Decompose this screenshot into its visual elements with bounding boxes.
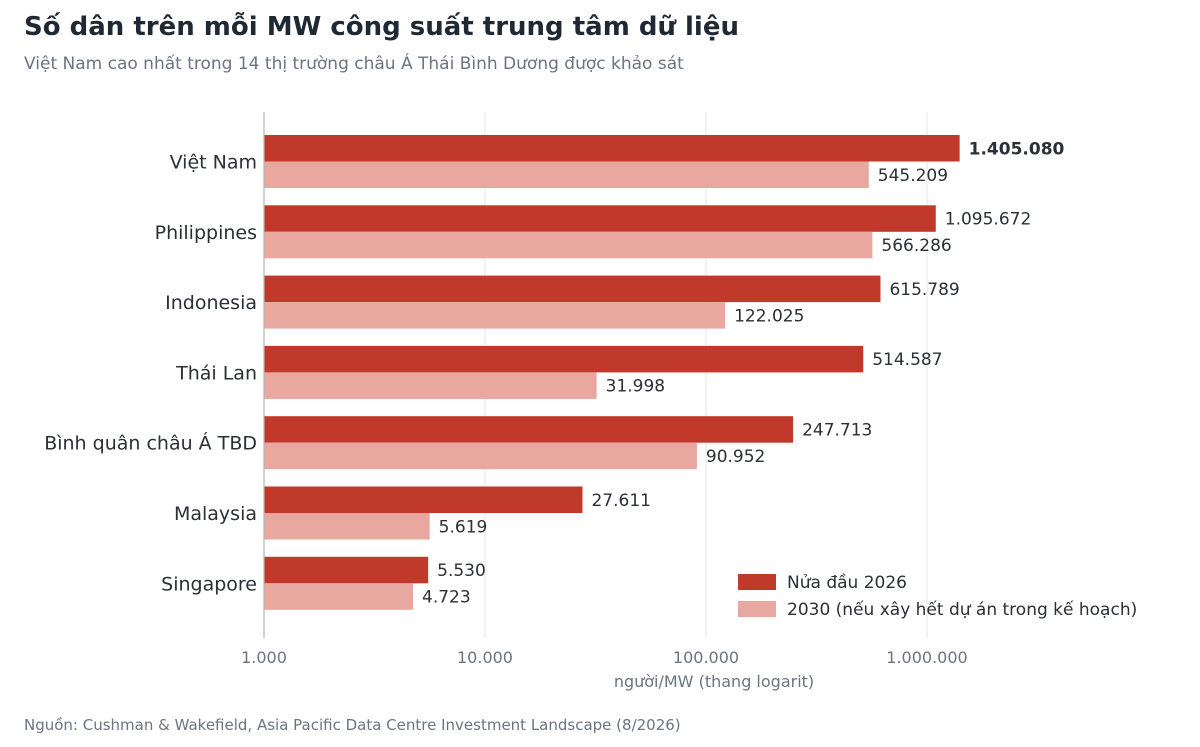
category-label: Singapore — [161, 573, 257, 595]
bar-2026 — [264, 486, 583, 513]
category-label: Việt Nam — [170, 152, 257, 174]
source-note: Nguồn: Cushman & Wakefield, Asia Pacific… — [24, 716, 681, 734]
chart-title: Số dân trên mỗi MW công suất trung tâm d… — [24, 12, 739, 42]
x-axis: 1.000 10.000 100.000 1.000.000 người/MW (tha… — [241, 112, 968, 691]
value-label: 31.998 — [606, 377, 665, 397]
x-tick-label: 100.000 — [673, 648, 739, 667]
bar-2030 — [264, 513, 430, 540]
legend-label: 2030 (nếu xây hết dự án trong kế hoạch) — [787, 599, 1137, 620]
value-label: 514.587 — [872, 350, 942, 370]
bar-2030 — [264, 161, 869, 188]
bar-2030 — [264, 442, 697, 470]
bar-2026 — [264, 135, 960, 162]
x-axis-label: người/MW (thang logarit) — [614, 672, 814, 691]
legend: Nửa đầu 2026 2030 (nếu xây hết dự án tron… — [738, 572, 1137, 620]
value-label: 5.530 — [437, 561, 486, 581]
bar-2026 — [264, 345, 864, 373]
bar-2026 — [264, 275, 881, 303]
value-label: 545.209 — [878, 166, 948, 186]
x-tick-label: 1.000.000 — [886, 648, 967, 667]
bar-2030 — [264, 583, 414, 610]
value-label: 1.405.080 — [969, 139, 1065, 159]
bar-2026 — [264, 205, 936, 232]
chart-subtitle: Việt Nam cao nhất trong 14 thị trường ch… — [24, 54, 684, 74]
category-label: Thái Lan — [175, 362, 257, 384]
category-label: Malaysia — [174, 503, 257, 525]
bar-2030 — [264, 302, 726, 329]
bar-2026 — [264, 416, 794, 443]
value-label: 1.095.672 — [945, 210, 1032, 230]
category-label: Bình quân châu Á TBD — [44, 432, 257, 455]
legend-swatch — [738, 601, 776, 617]
legend-label: Nửa đầu 2026 — [787, 572, 907, 593]
category-label: Indonesia — [165, 292, 257, 314]
x-tick-label: 10.000 — [457, 648, 513, 667]
value-label: 4.723 — [422, 588, 471, 608]
value-label: 247.713 — [802, 420, 872, 440]
bar-2026 — [264, 556, 429, 584]
category-label: Philippines — [155, 222, 257, 244]
value-label: 5.619 — [439, 517, 488, 537]
legend-swatch — [738, 574, 776, 590]
value-label: 90.952 — [706, 447, 765, 467]
x-tick-label: 1.000 — [241, 648, 287, 667]
value-label: 122.025 — [734, 306, 804, 326]
value-label: 566.286 — [881, 236, 951, 256]
bars: Việt Nam 1.405.080 545.209 Philippines 1.095… — [44, 135, 1065, 610]
value-label: 615.789 — [889, 280, 959, 300]
bar-2030 — [264, 231, 873, 259]
bar-2030 — [264, 372, 597, 399]
value-label: 27.611 — [591, 491, 650, 511]
